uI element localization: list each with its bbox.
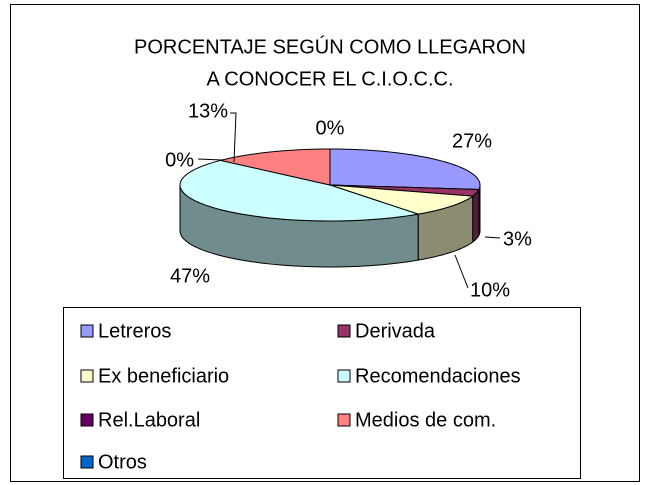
legend-swatch: [337, 413, 351, 427]
leader-line: [197, 158, 223, 161]
slice-top: [329, 184, 475, 215]
legend-swatch: [80, 413, 94, 427]
chart-title: A CONOCER EL C.I.O.C.C.: [206, 68, 453, 90]
data-label: 27%: [452, 130, 492, 152]
legend-swatch: [337, 369, 351, 383]
data-label: 0%: [165, 149, 194, 171]
legend-label: Letreros: [98, 320, 171, 342]
leader-line: [484, 236, 501, 239]
legend-swatch: [80, 324, 94, 338]
legend-label: Derivada: [355, 320, 436, 342]
legend-swatch: [337, 324, 351, 338]
legend-label: Otros: [98, 451, 147, 473]
slice: [329, 184, 475, 261]
data-label: 0%: [316, 117, 345, 139]
leader-line: [454, 254, 469, 289]
slice-side: [472, 189, 480, 244]
data-label: 13%: [188, 100, 228, 122]
legend-box: [63, 307, 581, 479]
chart-title: PORCENTAJE SEGÚN COMO LLEGARON: [134, 35, 526, 58]
leader-line: [230, 112, 237, 163]
slice: [179, 159, 419, 268]
slice-top: [179, 159, 419, 222]
data-label: 10%: [470, 279, 510, 301]
legend-label: Ex beneficiario: [98, 365, 229, 387]
legend-label: Medios de com.: [355, 409, 496, 431]
legend-swatch: [80, 455, 94, 469]
data-label: 47%: [170, 265, 210, 287]
legend-label: Rel.Laboral: [98, 409, 200, 431]
legend-label: Recomendaciones: [355, 365, 521, 387]
slice: [329, 148, 481, 236]
legend-swatch: [80, 369, 94, 383]
slice-top: [329, 148, 481, 191]
data-label: 3%: [503, 228, 532, 250]
